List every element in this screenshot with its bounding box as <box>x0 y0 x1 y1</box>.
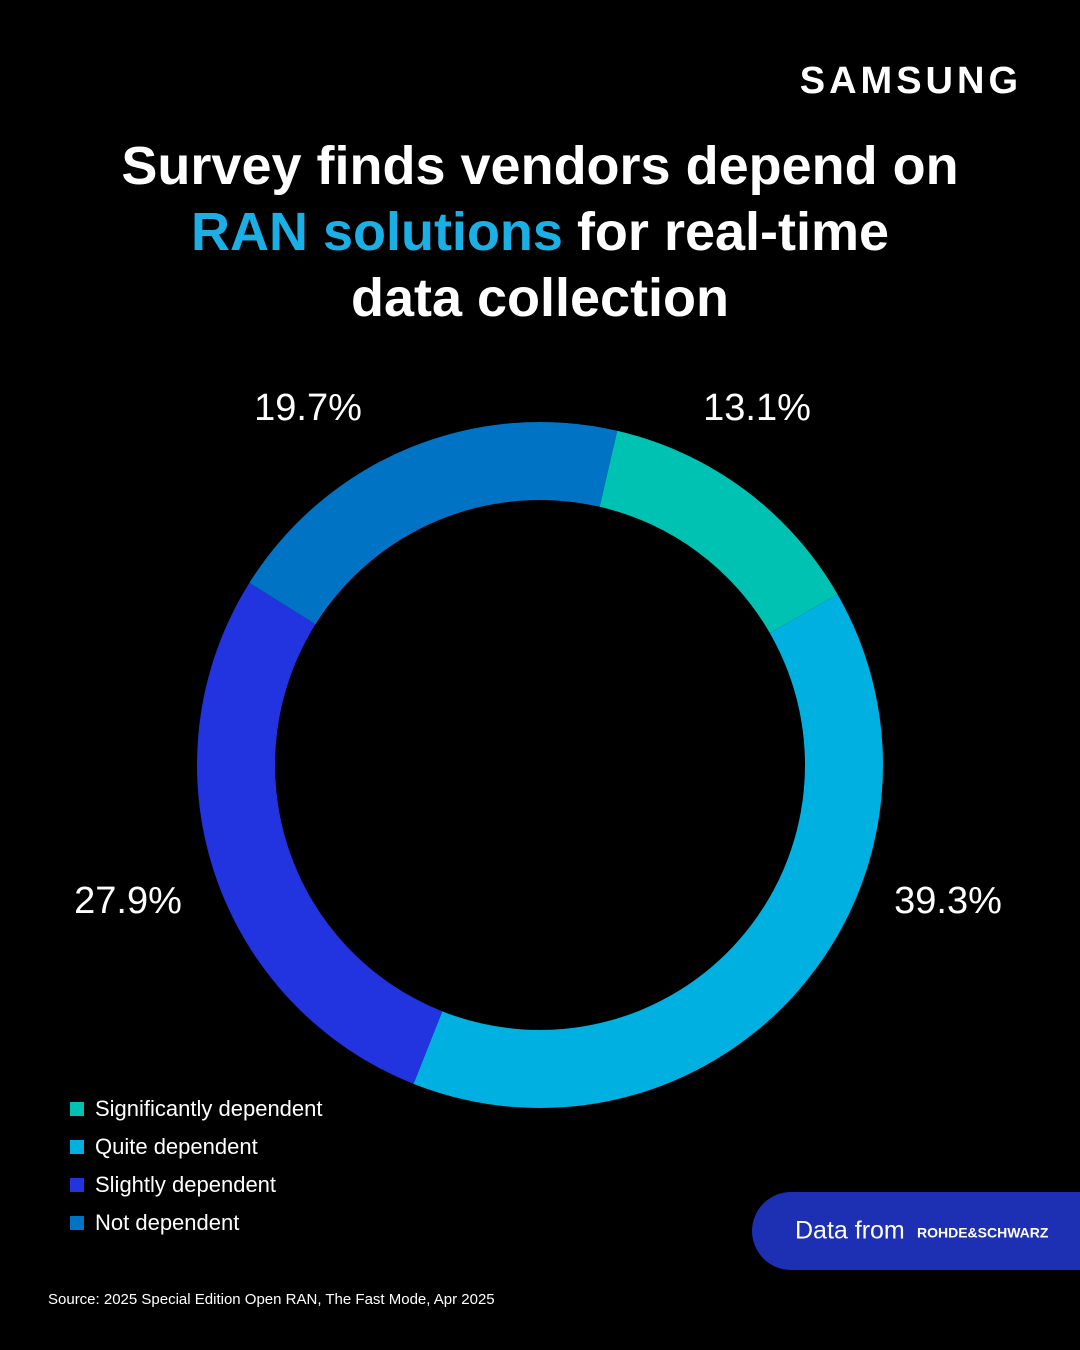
legend-label: Significantly dependent <box>95 1096 323 1121</box>
value-label: 13.1% <box>703 387 811 429</box>
legend-swatch <box>70 1140 84 1154</box>
donut-slice <box>413 594 883 1108</box>
legend-label: Slightly dependent <box>95 1172 276 1197</box>
legend-swatch <box>70 1178 84 1192</box>
legend-swatch <box>70 1102 84 1116</box>
title-part: Survey finds vendors depend on <box>121 136 958 196</box>
title-part: for real-time <box>577 202 889 262</box>
chart-title: data collection <box>351 268 729 328</box>
legend-label: Not dependent <box>95 1210 239 1235</box>
title-part: RAN solutions <box>191 202 563 262</box>
donut-slice <box>197 582 443 1084</box>
chart-title: RAN solutions for real-time <box>191 202 889 262</box>
legend-label: Quite dependent <box>95 1134 258 1159</box>
badge-logo: ROHDE&SCHWARZ <box>917 1225 1049 1241</box>
value-label: 19.7% <box>254 387 362 429</box>
chart-title: Survey finds vendors depend on <box>121 136 958 196</box>
value-label: 39.3% <box>894 880 1002 922</box>
donut-slice <box>249 422 618 625</box>
source-note: Source: 2025 Special Edition Open RAN, T… <box>48 1291 495 1308</box>
badge-text: Data from <box>795 1217 905 1245</box>
donut-slice <box>599 430 838 634</box>
badge <box>752 1192 1080 1270</box>
brand-logo: SAMSUNG <box>800 60 1022 102</box>
value-label: 27.9% <box>74 880 182 922</box>
title-part: data collection <box>351 268 729 328</box>
legend-swatch <box>70 1216 84 1230</box>
